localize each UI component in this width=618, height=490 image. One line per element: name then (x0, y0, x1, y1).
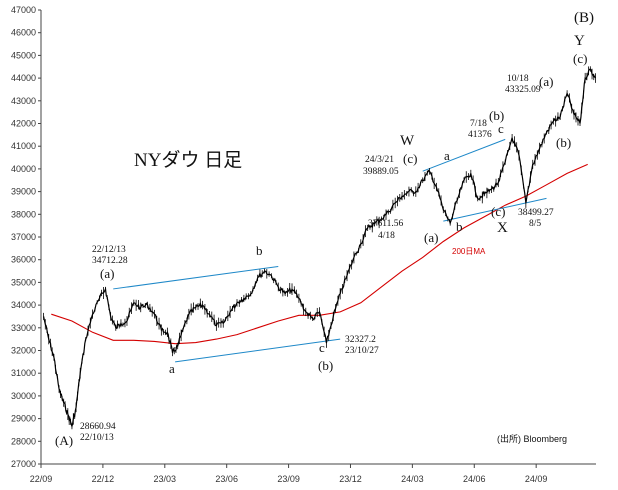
annotation-label: (a) (100, 266, 114, 281)
y-tick-label: 43000 (11, 96, 36, 106)
x-tick-label: 23/03 (154, 474, 177, 484)
y-tick-label: 38000 (11, 209, 36, 219)
annotation-label: 22/10/13 (80, 433, 114, 443)
annotation-label: b (256, 243, 263, 258)
annotation-label: b (456, 219, 463, 234)
annotation-label: 24/3/21 (365, 155, 394, 165)
annotation-label: 41376 (468, 130, 492, 140)
annotation-label: 34712.28 (92, 256, 128, 266)
annotation-label: c (319, 340, 325, 355)
annotation-label: (出所) Bloomberg (497, 433, 567, 444)
y-tick-label: 37000 (11, 232, 36, 242)
annotation-label: (b) (318, 358, 333, 373)
annotation-label: 43325.09 (505, 85, 541, 95)
annotation-label: NYダウ 日足 (134, 149, 242, 171)
annotation-label: 7/18 (470, 119, 487, 129)
annotation-label: W (400, 133, 415, 149)
trendline (113, 266, 279, 290)
y-tick-label: 35000 (11, 277, 36, 287)
x-axis-ticks: 22/09 22/12 23/03 23/06 23/09 23/12 24/03 24/06… (30, 464, 548, 484)
y-tick-label: 29000 (11, 414, 36, 424)
x-tick-label: 23/09 (277, 474, 300, 484)
y-tick-label: 33000 (11, 323, 36, 333)
y-axis-ticks: 27000 28000 29000 30000 31000 32000 33000 34000… (11, 5, 41, 469)
y-tick-label: 42000 (11, 119, 36, 129)
y-tick-label: 31000 (11, 368, 36, 378)
annotation-label: (b) (556, 135, 571, 150)
x-tick-label: 24/06 (463, 474, 486, 484)
annotation-label: (c) (403, 151, 417, 166)
annotation-label: 22/12/13 (92, 245, 126, 255)
x-tick-label: 23/12 (339, 474, 362, 484)
annotation-label: (a) (424, 230, 438, 245)
annotation-label: 32327.2 (345, 335, 376, 345)
ma-line (51, 163, 588, 345)
y-tick-label: 46000 (11, 28, 36, 38)
x-tick-label: 23/06 (215, 474, 238, 484)
y-tick-label: 27000 (11, 459, 36, 469)
annotations: 22/12/1334712.28(a)ba32327.223/10/27c(b)… (55, 10, 594, 448)
annotation-label: (A) (55, 433, 73, 448)
trendline (175, 338, 341, 363)
annotation-label: (c) (573, 51, 587, 66)
trendline (443, 197, 547, 222)
annotation-label: 10/18 (507, 74, 529, 84)
y-tick-label: 28000 (11, 436, 36, 446)
x-tick-label: 22/09 (30, 474, 53, 484)
moving-average-200 (51, 163, 588, 345)
x-tick-label: 24/09 (525, 474, 548, 484)
y-tick-label: 40000 (11, 164, 36, 174)
annotation-label: c (498, 121, 504, 136)
x-tick-label: 24/03 (401, 474, 424, 484)
trendlines (113, 138, 547, 363)
price-series (43, 66, 597, 430)
annotation-label: (c) (491, 204, 505, 219)
y-tick-label: 39000 (11, 187, 36, 197)
annotation-label: 28660.94 (80, 422, 116, 432)
trendline (422, 138, 506, 172)
annotation-label: (a) (539, 74, 553, 89)
y-tick-label: 34000 (11, 300, 36, 310)
y-tick-label: 44000 (11, 73, 36, 83)
annotation-label: 39889.05 (363, 167, 399, 177)
annotation-label: Y (574, 33, 585, 49)
annotation-label: 8/5 (529, 219, 541, 229)
annotation-label: X (497, 220, 508, 236)
x-tick-label: 22/12 (92, 474, 115, 484)
annotation-label: 200日MA (452, 247, 486, 256)
annotation-label: a (169, 361, 175, 376)
annotation-label: (B) (574, 10, 594, 26)
annotation-label: a (444, 148, 450, 163)
y-tick-label: 30000 (11, 391, 36, 401)
y-tick-label: 41000 (11, 141, 36, 151)
annotation-label: (b) (489, 108, 504, 123)
y-tick-label: 45000 (11, 50, 36, 60)
annotation-label: 4/18 (378, 231, 395, 241)
annotation-label: 38499.27 (518, 208, 554, 218)
y-tick-label: 32000 (11, 346, 36, 356)
y-tick-label: 47000 (11, 5, 36, 15)
annotation-label: 37611.56 (368, 219, 404, 229)
y-tick-label: 36000 (11, 255, 36, 265)
annotation-label: 23/10/27 (345, 346, 379, 356)
